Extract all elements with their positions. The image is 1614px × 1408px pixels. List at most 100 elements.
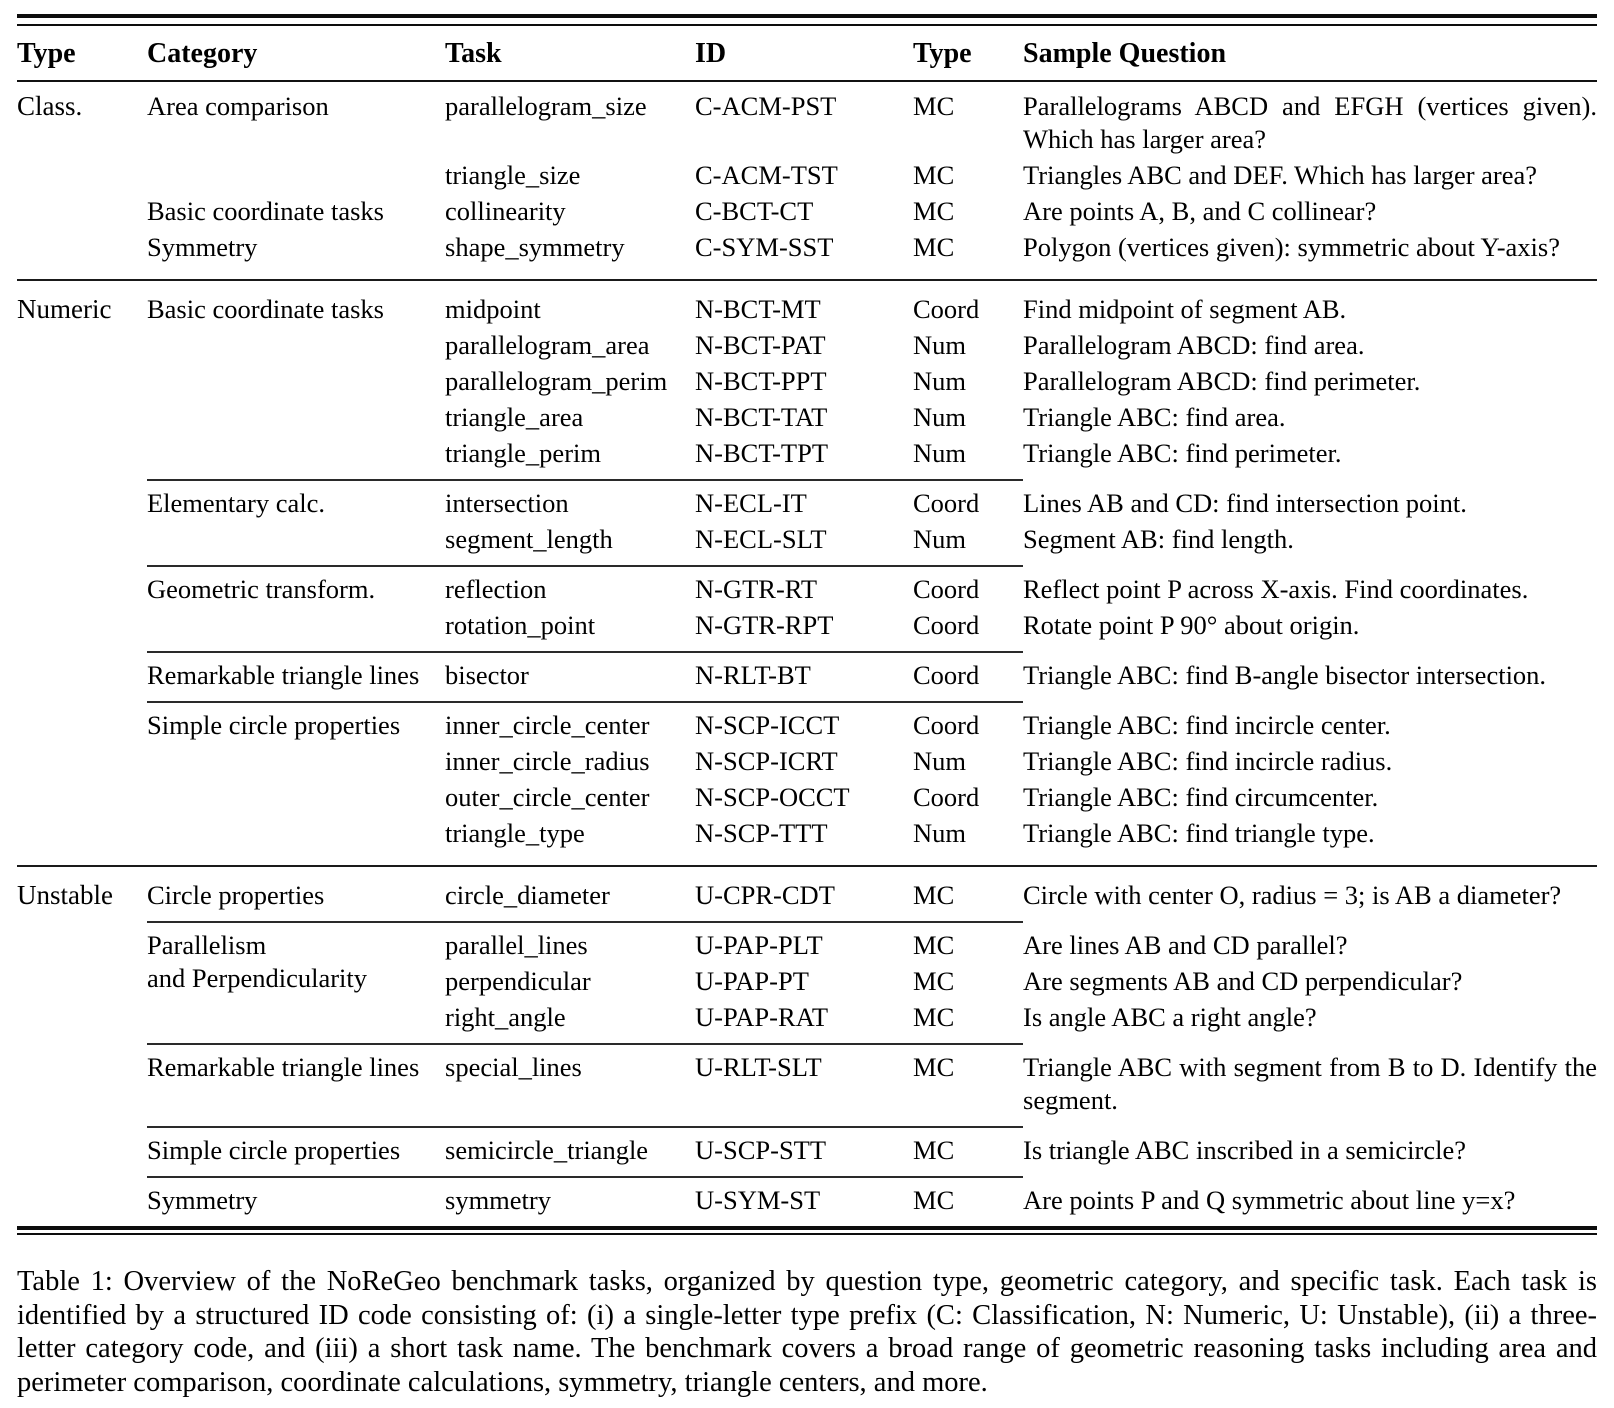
task-cell: rotation_point (445, 610, 596, 640)
question-cell: Parallelogram ABCD: find perimeter. (1023, 366, 1421, 396)
qtype-cell: Coord (913, 610, 980, 640)
category-cell: Basic coordinate tasks (147, 294, 384, 324)
qtype-cell: Num (913, 366, 966, 396)
table-header: Type Category Task ID Type Sample Questi… (17, 26, 1597, 82)
category-cell: Area comparison (147, 91, 329, 121)
question-cell: Triangle ABC: find circumcenter. (1023, 782, 1379, 812)
table-row: Symmetry symmetry U-SYM-ST MC Are points… (17, 1183, 1597, 1227)
category-cell: Elementary calc. (147, 488, 326, 518)
task-cell: perpendicular (445, 966, 591, 996)
subsection-rule (147, 478, 1023, 481)
category-cell: Remarkable triangle lines (147, 1052, 420, 1082)
task-cell: parallelogram_area (445, 330, 650, 360)
qtype-cell: MC (913, 1185, 955, 1215)
table-row: Class. Area comparison parallelogram_siz… (17, 81, 1597, 158)
question-cell: Triangle ABC: find area. (1023, 402, 1286, 432)
qtype-cell: MC (913, 196, 955, 226)
task-cell: segment_length (445, 524, 613, 554)
qtype-cell: MC (913, 232, 955, 262)
question-cell: Is angle ABC a right angle? (1023, 1002, 1317, 1032)
id-cell: N-BCT-TAT (695, 402, 828, 432)
qtype-cell: Num (913, 330, 966, 360)
subsection-divider (17, 914, 1597, 928)
category-cell: Symmetry (147, 232, 258, 262)
category-cell: Basic coordinate tasks (147, 196, 384, 226)
id-cell: C-ACM-TST (695, 160, 838, 190)
id-cell: C-BCT-CT (695, 196, 814, 226)
question-cell: Lines AB and CD: find intersection point… (1023, 488, 1467, 518)
qtype-cell: Num (913, 818, 966, 848)
task-cell: parallelogram_perim (445, 366, 668, 396)
question-cell: Parallelograms ABCD and EFGH (vertices g… (1023, 91, 1597, 154)
section-divider (17, 859, 1597, 871)
task-cell: parallelogram_size (445, 91, 647, 121)
table-row: triangle_type N-SCP-TTT Num Triangle ABC… (17, 816, 1597, 860)
task-cell: intersection (445, 488, 569, 518)
qtype-cell: MC (913, 930, 955, 960)
table-row: outer_circle_center N-SCP-OCCT Coord Tri… (17, 780, 1597, 816)
qtype-cell: Coord (913, 294, 980, 324)
table-caption: Table 1: Overview of the NoReGeo benchma… (17, 1266, 1597, 1398)
subsection-divider (17, 472, 1597, 486)
table-row: triangle_perim N-BCT-TPT Num Triangle AB… (17, 436, 1597, 472)
question-cell: Rotate point P 90° about origin. (1023, 610, 1360, 640)
question-cell: Are points A, B, and C collinear? (1023, 196, 1377, 226)
id-cell: N-BCT-TPT (695, 438, 829, 468)
task-cell: triangle_size (445, 160, 581, 190)
question-cell: Circle with center O, radius = 3; is AB … (1023, 880, 1562, 910)
task-cell: outer_circle_center (445, 782, 650, 812)
question-cell: Triangle ABC: find perimeter. (1023, 438, 1342, 468)
column-header-qtype: Type (913, 26, 1023, 82)
qtype-cell: Coord (913, 574, 980, 604)
table-row: perpendicular U-PAP-PT MC Are segments A… (17, 964, 1597, 1000)
section-rule (17, 279, 1597, 281)
question-cell: Are points P and Q symmetric about line … (1023, 1185, 1516, 1215)
qtype-cell: Coord (913, 488, 980, 518)
question-cell: Triangle ABC with segment from B to D. I… (1023, 1052, 1597, 1115)
qtype-cell: MC (913, 1002, 955, 1032)
category-cell: Circle properties (147, 880, 325, 910)
task-cell: reflection (445, 574, 547, 604)
category-cell: Symmetry (147, 1185, 258, 1215)
question-cell: Triangle ABC: find incircle center. (1023, 710, 1391, 740)
question-cell: Is triangle ABC inscribed in a semicircl… (1023, 1135, 1467, 1165)
category-cell: Simple circle properties (147, 710, 401, 740)
column-header-category: Category (147, 26, 445, 82)
section-label-numeric: Numeric (17, 294, 112, 324)
table-row: Simple circle properties semicircle_tria… (17, 1133, 1597, 1169)
table-row: Symmetry shape_symmetry C-SYM-SST MC Pol… (17, 230, 1597, 274)
table-row: rotation_point N-GTR-RPT Coord Rotate po… (17, 608, 1597, 644)
section-label-class: Class. (17, 91, 83, 121)
id-cell: U-SYM-ST (695, 1185, 821, 1215)
id-cell: U-PAP-PT (695, 966, 809, 996)
benchmark-table: Type Category Task ID Type Sample Questi… (17, 26, 1597, 1226)
id-cell: N-SCP-OCCT (695, 782, 850, 812)
id-cell: N-BCT-PPT (695, 366, 827, 396)
table-bottom-rule (17, 1226, 1597, 1235)
question-cell: Triangle ABC: find incircle radius. (1023, 746, 1393, 776)
table-top-rule (17, 14, 1597, 26)
qtype-cell: MC (913, 966, 955, 996)
table-row: Simple circle properties inner_circle_ce… (17, 708, 1597, 744)
table-row: triangle_area N-BCT-TAT Num Triangle ABC… (17, 400, 1597, 436)
table-row: segment_length N-ECL-SLT Num Segment AB:… (17, 522, 1597, 558)
table-row: Elementary calc. intersection N-ECL-IT C… (17, 486, 1597, 522)
qtype-cell: Coord (913, 710, 980, 740)
id-cell: U-SCP-STT (695, 1135, 827, 1165)
id-cell: N-ECL-IT (695, 488, 807, 518)
category-cell: Remarkable triangle lines (147, 660, 420, 690)
qtype-cell: Num (913, 438, 966, 468)
id-cell: C-ACM-PST (695, 91, 837, 121)
task-cell: symmetry (445, 1185, 551, 1215)
task-cell: triangle_area (445, 402, 584, 432)
table-row: right_angle U-PAP-RAT MC Is angle ABC a … (17, 1000, 1597, 1036)
question-cell: Reflect point P across X-axis. Find coor… (1023, 574, 1529, 604)
question-cell: Segment AB: find length. (1023, 524, 1294, 554)
id-cell: N-SCP-TTT (695, 818, 828, 848)
table-body: Class. Area comparison parallelogram_siz… (17, 81, 1597, 1226)
id-cell: N-RLT-BT (695, 660, 811, 690)
table-row: Remarkable triangle lines special_lines … (17, 1050, 1597, 1119)
question-cell: Are lines AB and CD parallel? (1023, 930, 1348, 960)
task-cell: right_angle (445, 1002, 566, 1032)
task-cell: parallel_lines (445, 930, 588, 960)
